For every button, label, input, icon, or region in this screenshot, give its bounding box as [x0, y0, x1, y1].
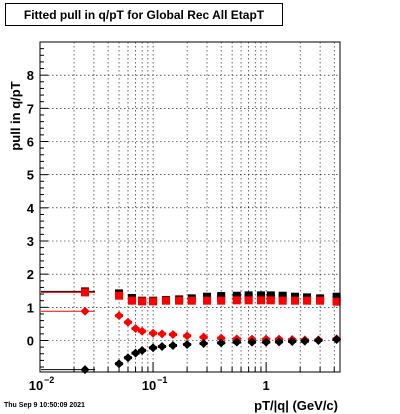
data-point [244, 296, 253, 305]
data-point [187, 296, 196, 305]
data-point [203, 296, 212, 305]
data-point [303, 296, 312, 305]
data-point [278, 291, 287, 300]
data-point [232, 337, 242, 347]
data-point [161, 296, 170, 305]
data-point [131, 348, 141, 358]
data-point [157, 341, 167, 351]
data-point [138, 297, 147, 306]
y-tick-label: 6 [27, 134, 34, 149]
data-point [148, 343, 158, 353]
data-point [175, 296, 184, 305]
data-point [232, 296, 241, 305]
y-axis-label: pull in q/pT [8, 81, 23, 150]
data-point [261, 337, 271, 347]
data-point [182, 331, 192, 341]
data-point [232, 291, 241, 300]
data-point [199, 338, 209, 348]
data-point [168, 340, 178, 350]
data-point [199, 332, 209, 342]
data-point [168, 330, 178, 340]
data-point [149, 297, 158, 306]
x-axis-label: pT/|q| (GeV/c) [254, 398, 338, 413]
grid [39, 42, 340, 372]
data-point [332, 297, 341, 306]
data-point [217, 296, 226, 305]
data-point [332, 334, 342, 344]
data-point [313, 335, 323, 345]
data-point [266, 291, 275, 300]
frame-background [40, 42, 340, 372]
y-tick-label: 1 [27, 300, 34, 315]
data-point [216, 333, 226, 343]
data-point [182, 339, 192, 349]
data-point [316, 296, 325, 305]
series-layer [41, 287, 342, 375]
chart-title: Fitted pull in q/pT for Global Rec All E… [23, 8, 265, 22]
data-point [157, 329, 167, 339]
y-tick-label: 0 [27, 333, 34, 348]
y-tick-label: 7 [27, 101, 34, 116]
data-point [115, 291, 124, 300]
data-point [244, 291, 253, 300]
data-point [123, 317, 133, 327]
x-tick-label: 1 [263, 378, 270, 393]
data-point [332, 292, 341, 301]
data-point [287, 336, 297, 346]
data-point [266, 296, 275, 305]
data-point [131, 324, 141, 334]
data-point [148, 328, 158, 338]
data-point [123, 353, 133, 363]
data-point [291, 296, 300, 305]
data-point [127, 296, 136, 305]
data-point [217, 292, 226, 301]
data-point [300, 336, 310, 346]
data-point [278, 296, 287, 305]
data-point [80, 288, 89, 297]
plot-frame [39, 41, 341, 373]
y-tick-label: 8 [27, 68, 34, 83]
data-point [256, 291, 265, 300]
y-tick-label: 2 [27, 267, 34, 282]
y-tick-label: 4 [27, 201, 35, 216]
series-4 [41, 334, 342, 375]
data-point [114, 311, 124, 321]
data-point [274, 337, 284, 347]
x-tick-label: 10 [29, 378, 43, 393]
series-2 [41, 288, 341, 306]
data-point [256, 296, 265, 305]
title-box: Fitted pull in q/pT for Global Rec All E… [5, 3, 283, 26]
data-point [114, 359, 124, 369]
y-tick-label: 3 [27, 234, 34, 249]
data-point [80, 306, 90, 316]
x-tick-exponent: −2 [44, 375, 54, 385]
data-point [216, 338, 226, 348]
timestamp: Thu Sep 9 10:50:09 2021 [4, 402, 85, 409]
data-point [137, 326, 147, 336]
data-point [247, 337, 257, 347]
x-tick-label: 10 [142, 378, 156, 393]
y-tick-label: 5 [27, 168, 34, 183]
data-point [137, 345, 147, 355]
x-tick-exponent: −1 [157, 375, 167, 385]
